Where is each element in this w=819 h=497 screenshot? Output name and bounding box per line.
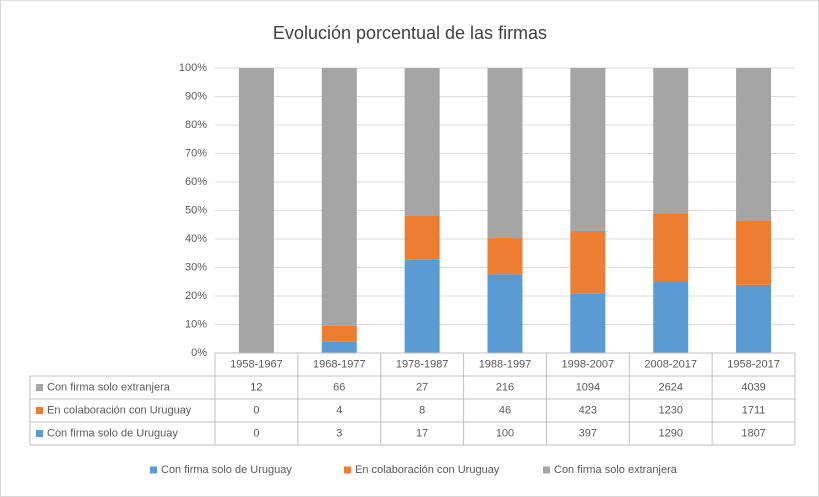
table-value: 8 <box>419 404 425 416</box>
x-tick-label: 1978-1987 <box>396 358 449 370</box>
legend-key <box>344 466 351 474</box>
bar-segment <box>736 220 772 285</box>
table-value: 423 <box>579 404 597 416</box>
y-tick-label: 90% <box>185 90 207 102</box>
bar-segment <box>653 213 689 282</box>
bar-segment <box>238 68 274 353</box>
x-tick-label: 1958-2017 <box>727 358 780 370</box>
bar-segment <box>736 284 772 353</box>
table-value: 3 <box>336 427 342 439</box>
table-value: 17 <box>416 427 428 439</box>
legend-label: Con firma solo extranjera <box>554 464 678 476</box>
legend-key <box>543 466 550 474</box>
table-value: 4039 <box>741 381 765 393</box>
table-value: 46 <box>499 404 511 416</box>
y-tick-label: 0% <box>191 347 207 359</box>
y-tick-label: 40% <box>185 233 207 245</box>
table-legend-key <box>36 407 43 414</box>
table-legend-key <box>36 430 43 437</box>
table-value: 1807 <box>741 427 765 439</box>
y-tick-label: 100% <box>179 62 207 74</box>
bar-segment <box>653 68 689 214</box>
x-tick-label: 1988-1997 <box>479 358 532 370</box>
table-value: 1290 <box>658 427 682 439</box>
table-row-label: Con firma solo extranjera <box>47 381 171 393</box>
table-value: 27 <box>416 381 428 393</box>
table-row-label: En colaboración con Uruguay <box>47 404 192 416</box>
bar-segment <box>570 293 606 353</box>
y-tick-label: 30% <box>185 261 207 273</box>
bar-segment <box>487 274 523 353</box>
bar-segment <box>570 68 606 231</box>
x-tick-label: 1958-1967 <box>230 358 283 370</box>
table-value: 1711 <box>742 404 766 416</box>
table-row-label: Con firma solo de Uruguay <box>47 427 178 439</box>
table-legend-key <box>36 384 43 391</box>
bar-segment <box>321 68 357 326</box>
y-tick-label: 60% <box>185 176 207 188</box>
y-tick-label: 80% <box>185 119 207 131</box>
y-tick-label: 10% <box>185 318 207 330</box>
legend-label: Con firma solo de Uruguay <box>161 464 292 476</box>
table-value: 2624 <box>658 381 682 393</box>
table-value: 0 <box>253 427 259 439</box>
table-value: 1094 <box>576 381 600 393</box>
y-tick-label: 20% <box>185 290 207 302</box>
table-value: 66 <box>333 381 345 393</box>
bar-segment <box>321 325 357 342</box>
table-value: 1230 <box>658 404 682 416</box>
table-value: 397 <box>579 427 597 439</box>
x-tick-label: 2008-2017 <box>644 358 697 370</box>
chart-title: Evolución porcentual de las firmas <box>273 23 547 43</box>
x-tick-label: 1968-1977 <box>313 358 366 370</box>
bar-segment <box>570 230 606 294</box>
bar-segment <box>736 68 772 221</box>
y-tick-label: 50% <box>185 204 207 216</box>
bar-segment <box>404 68 440 216</box>
table-value: 4 <box>336 404 342 416</box>
x-tick-label: 1998-2007 <box>562 358 615 370</box>
bar-segment <box>487 68 523 239</box>
y-tick-label: 70% <box>185 147 207 159</box>
bar-segment <box>487 238 523 275</box>
table-value: 100 <box>496 427 514 439</box>
bar-segment <box>321 341 357 353</box>
table-value: 0 <box>253 404 259 416</box>
legend-key <box>150 466 157 474</box>
table-value: 12 <box>250 381 262 393</box>
bar-segment <box>404 215 440 260</box>
legend-label: En colaboración con Uruguay <box>355 464 500 476</box>
bar-segment <box>653 281 689 353</box>
table-value: 216 <box>496 381 514 393</box>
bar-segment <box>404 259 440 353</box>
